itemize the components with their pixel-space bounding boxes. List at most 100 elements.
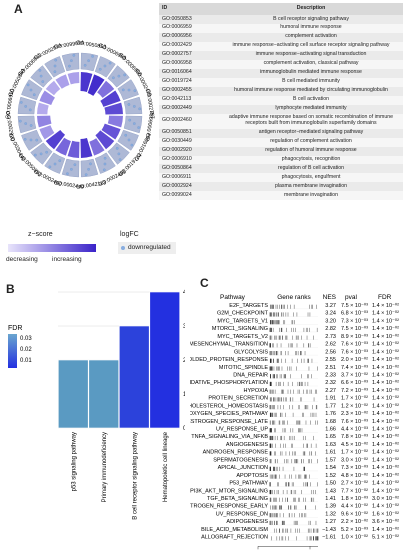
pval-value: 3.0 × 10⁻⁰² [341, 456, 368, 463]
nes-value: 1.54 [325, 465, 336, 471]
go-term-outer-segment [123, 96, 143, 115]
go-term-zscore-bar [37, 115, 52, 128]
pval-value: 7.4 × 10⁻⁰³ [341, 364, 368, 371]
nes-value: 2.55 [325, 357, 336, 363]
fdr-value: 1.6 × 10⁻⁰² [372, 510, 399, 517]
downregulated-gene-marker [53, 64, 57, 68]
pval-value: 2.7 × 10⁻⁰² [341, 480, 368, 487]
go-term-zscore-bar [100, 90, 121, 107]
downregulated-gene-marker [98, 67, 102, 71]
zscore-legend-title: z−score [28, 231, 53, 238]
go-table-row: GO:0002920 regulation of humoral immune r… [159, 146, 403, 156]
fdr-value: 1.4 × 10⁻⁰² [372, 364, 399, 371]
go-id-cell: GO:0099024 [159, 191, 219, 201]
panel-b-label: B [6, 282, 15, 296]
go-id-cell: GO:0002455 [159, 86, 219, 96]
go-term-zscore-bar [104, 102, 123, 115]
pval-value: 5.2 × 10⁻⁰³ [341, 526, 368, 533]
fdr-value: 1.4 × 10⁻⁰² [372, 379, 399, 386]
downregulated-gene-marker [127, 88, 131, 92]
downregulated-gene-marker [127, 138, 131, 142]
fdr-column-header: FDR [378, 294, 392, 301]
pathway-label: APOPTOSIS [236, 473, 268, 479]
nes-value: 1.39 [325, 504, 336, 510]
fdr-value: 1.4 × 10⁻⁰² [372, 441, 399, 448]
pathway-column-header: Pathway [220, 294, 246, 301]
go-table-row: GO:0050864 regulation of B cell activatio… [159, 164, 403, 174]
go-id-cell: GO:0002449 [159, 104, 219, 114]
pval-value: 2.0 × 10⁻⁰² [341, 356, 368, 363]
downregulated-gene-marker [48, 165, 52, 169]
downregulated-gene-marker [35, 138, 39, 142]
downregulated-gene-marker [33, 153, 37, 157]
go-description-cell: plasma membrane invagination [219, 182, 403, 192]
fdr-value: 1.4 × 10⁻⁰² [372, 472, 399, 479]
go-table-row: GO:0002757 immune response−activating sig… [159, 50, 403, 60]
downregulated-gene-marker [58, 159, 62, 163]
go-term-zscore-bar [87, 74, 105, 96]
go-id-cell: GO:0006910 [159, 155, 219, 165]
zscore-low-label: decreasing [6, 256, 38, 263]
go-table-row: GO:0042113 B cell activation [159, 95, 403, 105]
pathway-label: ALLOGRAFT_REJECTION [201, 535, 268, 541]
go-description-cell: regulation of humoral immune response [219, 146, 403, 156]
fdr-value: 1.4 × 10⁻⁰² [372, 348, 399, 355]
pathway-label: E2F_TARGETS [229, 303, 268, 309]
downregulated-gene-marker [103, 162, 107, 166]
pathway-label: PI3K_AKT_MTOR_SIGNALING [190, 488, 268, 494]
go-description-cell: adaptive immune response based on somati… [219, 113, 403, 129]
bar [88, 359, 119, 429]
pval-value: 7.3 × 10⁻⁰³ [341, 464, 368, 471]
fdr-value: 3.6 × 10⁻⁰² [372, 518, 399, 525]
go-id-cell: GO:0002757 [159, 50, 219, 60]
pathway-label: HYPOXIA [244, 388, 269, 394]
nes-value: 1.27 [325, 519, 336, 525]
go-table-header: ID Description [159, 3, 403, 15]
go-term-table: ID Description GO:0050853 B cell receptor… [159, 3, 403, 201]
downregulated-gene-marker [45, 150, 48, 154]
nes-value: −1.61 [322, 535, 336, 541]
downregulated-gene-marker [123, 73, 127, 77]
downregulated-gene-marker [84, 173, 88, 177]
fdr-value: 1.4 × 10⁻⁰² [372, 387, 399, 394]
pathway-label: UV_RESPONSE_DN [216, 511, 268, 517]
pathway-label: TNFA_SIGNALING_VIA_NFKB [191, 434, 268, 440]
go-description-cell: immune response−activating cell surface … [219, 41, 403, 51]
downregulated-gene-marker [29, 138, 33, 142]
logfc-legend-title: logFC [120, 231, 139, 238]
fdr-value: 1.4 × 10⁻⁰² [372, 480, 399, 487]
pathway-label: ANDROGEN_RESPONSE [203, 450, 269, 456]
downregulated-gene-marker [87, 167, 90, 171]
go-term-zscore-bar [80, 138, 93, 158]
pathway-label: ESTROGEN_RESPONSE_LATE [190, 419, 268, 425]
go-table-row: GO:0050853 B cell receptor signaling path… [159, 15, 403, 24]
pval-value: 2.3 × 10⁻⁰² [341, 410, 368, 417]
pathway-label: SPERMATOGENESIS [213, 457, 268, 463]
go-table-row: GO:0002429 immune response−activating cel… [159, 41, 403, 51]
go-table-row: GO:0019724 B cell mediated immunity [159, 77, 403, 87]
downregulated-gene-marker [70, 59, 73, 63]
go-term-zscore-bar [107, 115, 123, 128]
fdr-value: 1.4 × 10⁻⁰² [372, 333, 399, 340]
go-term-zscore-bar [97, 80, 115, 98]
nes-value: 2.62 [325, 342, 336, 348]
nes-value: 3.27 [325, 303, 336, 309]
pval-value: 7.5 × 10⁻⁰³ [341, 302, 368, 309]
y-tick-label: 3 [183, 324, 185, 330]
pval-value: 1.2 × 10⁻⁰² [341, 402, 368, 409]
panel-c-label: C [200, 276, 209, 290]
nes-value: 2.33 [325, 372, 336, 378]
pathway-label: CHOLESTEROL_HOMEOSTASIS [190, 403, 268, 409]
go-id-cell: GO:0019724 [159, 77, 219, 87]
go-term-circle-label: GO:0042113 [76, 180, 107, 191]
nes-value: 1.61 [325, 450, 336, 456]
panel-a-label: A [14, 2, 23, 16]
fdr-value: 1.4 × 10⁻⁰² [372, 402, 399, 409]
downregulated-gene-marker [54, 58, 58, 62]
downregulated-gene-marker [103, 156, 107, 160]
go-term-outer-segment [17, 115, 37, 134]
x-tick-label: Hematopoietic cell lineage [163, 431, 169, 502]
go-term-circle-label: GO:0050853 [76, 40, 107, 51]
fdr-legend-tick: 0.02 [20, 347, 32, 353]
downregulated-gene-marker [124, 133, 128, 137]
